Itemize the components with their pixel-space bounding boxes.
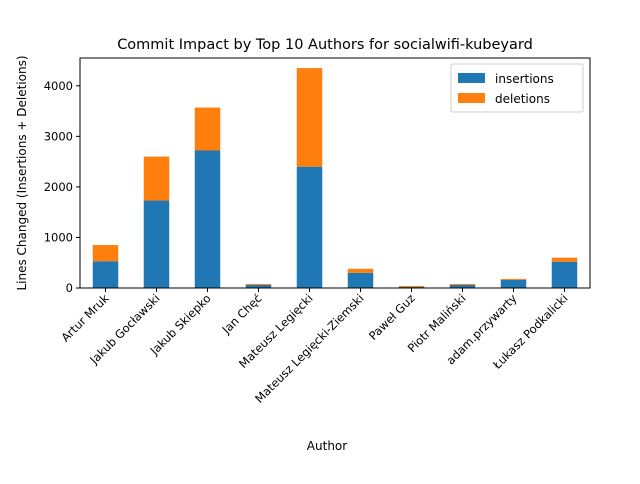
bar-deletions-4	[296, 68, 323, 167]
bar-deletions-1	[143, 156, 170, 201]
plot-frame	[79, 57, 591, 289]
chart-title: Commit Impact by Top 10 Authors for soci…	[117, 37, 533, 53]
y-tick-label: 2000	[44, 180, 73, 194]
legend-label-deletions: deletions	[495, 92, 550, 106]
y-axis: 0 1000 2000 3000 4000	[44, 79, 80, 295]
bar-deletions-3	[245, 283, 272, 285]
legend-swatch-insertions	[458, 73, 485, 83]
bar-insertions-2	[194, 150, 221, 288]
bar-deletions-5	[347, 268, 374, 273]
bar-deletions-7	[449, 283, 476, 285]
x-tick-label: Jan Chęć	[219, 291, 265, 337]
bar-deletions-2	[194, 107, 221, 151]
legend-label-insertions: insertions	[495, 72, 554, 86]
y-tick-label: 3000	[44, 129, 73, 143]
legend-swatch-deletions	[458, 93, 485, 103]
bar-insertions-8	[500, 279, 527, 288]
bar-deletions-0	[92, 245, 119, 262]
bar-insertions-3	[245, 284, 272, 288]
bar-insertions-0	[92, 261, 119, 288]
bar-insertions-5	[347, 272, 374, 288]
bars-layer	[92, 68, 578, 288]
legend: insertions deletions	[450, 63, 584, 113]
bar-deletions-6	[398, 285, 425, 287]
bar-deletions-8	[500, 278, 527, 280]
y-tick-label: 4000	[44, 79, 73, 93]
x-tick-label: Mateusz Legięcki-Ziemski	[252, 291, 366, 405]
y-tick-label: 1000	[44, 230, 73, 244]
bar-insertions-7	[449, 284, 476, 288]
y-tick-label: 0	[66, 281, 73, 295]
x-axis-label: Author	[307, 439, 347, 453]
bar-insertions-9	[551, 261, 578, 288]
x-tick-label: Artur Mruk	[58, 291, 112, 345]
y-axis-label: Lines Changed (Insertions + Deletions)	[15, 55, 29, 290]
bar-insertions-4	[296, 166, 323, 288]
x-tick-label: Paweł Guz	[366, 291, 418, 343]
bar-insertions-6	[398, 286, 425, 288]
bar-insertions-1	[143, 200, 170, 288]
bar-deletions-9	[551, 257, 578, 262]
